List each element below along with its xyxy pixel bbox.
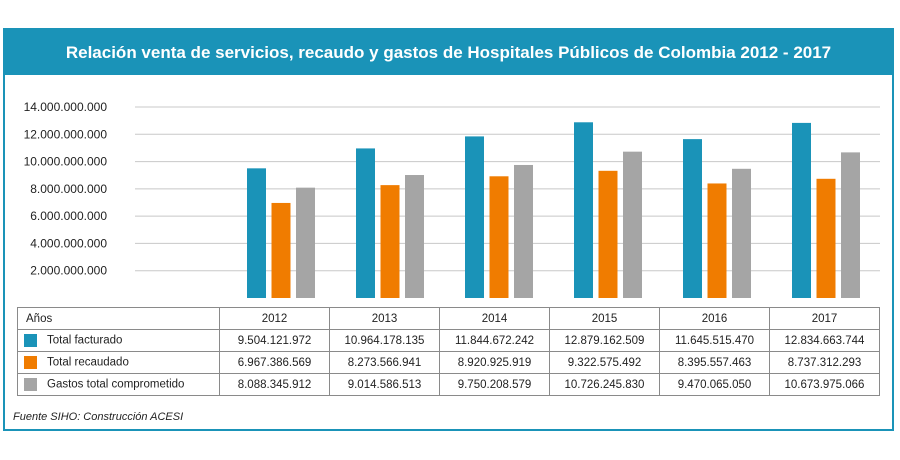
legend-swatch (24, 334, 37, 347)
bar-2013-series-2 (380, 185, 400, 298)
bar-2014-series-2 (489, 176, 509, 298)
table-cell: 11.645.515.470 (659, 329, 770, 352)
bar-2016-series-2 (707, 183, 727, 298)
table-cell: 8.395.557.463 (659, 351, 770, 374)
series-name: Total recaudado (47, 356, 129, 369)
legend-swatch (24, 356, 37, 369)
table-row: Total recaudado 6.967.386.569 8.273.566.… (17, 351, 880, 374)
bar-2012-series-2 (271, 202, 291, 298)
bar-2015-series-3 (623, 151, 642, 298)
table-cell: 12.879.162.509 (549, 329, 660, 352)
bar-2017-series-3 (841, 152, 860, 298)
table-year: 2013 (329, 307, 440, 330)
bar-2015-series-1 (574, 122, 593, 298)
series-label: Total recaudado (17, 351, 220, 374)
series-name: Gastos total comprometido (47, 378, 185, 391)
table-header-label: Años (17, 307, 220, 330)
table-year: 2012 (219, 307, 330, 330)
bar-2015-series-2 (598, 170, 618, 298)
table-cell: 10.964.178.135 (329, 329, 440, 352)
table-cell: 8.088.345.912 (219, 373, 330, 396)
table-cell: 8.920.925.919 (439, 351, 550, 374)
series-label: Gastos total comprometido (17, 373, 220, 396)
y-tick-label: 8.000.000.000 (30, 182, 107, 196)
table-year: 2015 (549, 307, 660, 330)
series-label: Total facturado (17, 329, 220, 352)
table-cell: 8.273.566.941 (329, 351, 440, 374)
y-axis-ticks: 2.000.000.000 4.000.000.000 6.000.000.000 8… (24, 100, 108, 278)
data-table: Años 2012 2013 2014 2015 2016 2017 Total… (17, 307, 880, 396)
table-year: 2017 (769, 307, 880, 330)
table-row: Gastos total comprometido 8.088.345.912 … (17, 373, 880, 396)
bars (247, 122, 860, 298)
table-cell: 9.750.208.579 (439, 373, 550, 396)
bar-2014-series-1 (465, 136, 484, 298)
table-year: 2016 (659, 307, 770, 330)
bar-2016-series-1 (683, 139, 702, 298)
table-cell: 10.673.975.066 (769, 373, 880, 396)
table-cell: 12.834.663.744 (769, 329, 880, 352)
bar-2013-series-3 (405, 175, 424, 298)
table-cell: 8.737.312.293 (769, 351, 880, 374)
table-row: Total facturado 9.504.121.972 10.964.178… (17, 329, 880, 352)
bar-2014-series-3 (514, 164, 533, 298)
source-note: Fuente SIHO: Construcción ACESI (13, 411, 184, 423)
chart-title: Relación venta de servicios, recaudo y g… (5, 30, 892, 75)
y-tick-label: 6.000.000.000 (30, 209, 107, 223)
table-cell: 9.322.575.492 (549, 351, 660, 374)
legend-swatch (24, 378, 37, 391)
bar-2017-series-2 (816, 178, 836, 298)
bar-2016-series-3 (732, 168, 751, 298)
table-cell: 6.967.386.569 (219, 351, 330, 374)
table-cell: 11.844.672.242 (439, 329, 550, 352)
table-header-row: Años 2012 2013 2014 2015 2016 2017 (17, 307, 880, 330)
y-tick-label: 4.000.000.000 (30, 236, 107, 250)
bar-2012-series-3 (296, 187, 315, 298)
y-tick-label: 12.000.000.000 (24, 127, 108, 141)
table-cell: 9.470.065.050 (659, 373, 770, 396)
table-cell: 9.014.586.513 (329, 373, 440, 396)
table-year: 2014 (439, 307, 550, 330)
bar-2012-series-1 (247, 168, 266, 298)
bar-2017-series-1 (792, 122, 811, 298)
series-name: Total facturado (47, 334, 123, 347)
bar-2013-series-1 (356, 148, 375, 298)
y-tick-label: 10.000.000.000 (24, 155, 108, 169)
y-tick-label: 14.000.000.000 (24, 100, 108, 114)
table-cell: 10.726.245.830 (549, 373, 660, 396)
y-tick-label: 2.000.000.000 (30, 264, 107, 278)
table-cell: 9.504.121.972 (219, 329, 330, 352)
